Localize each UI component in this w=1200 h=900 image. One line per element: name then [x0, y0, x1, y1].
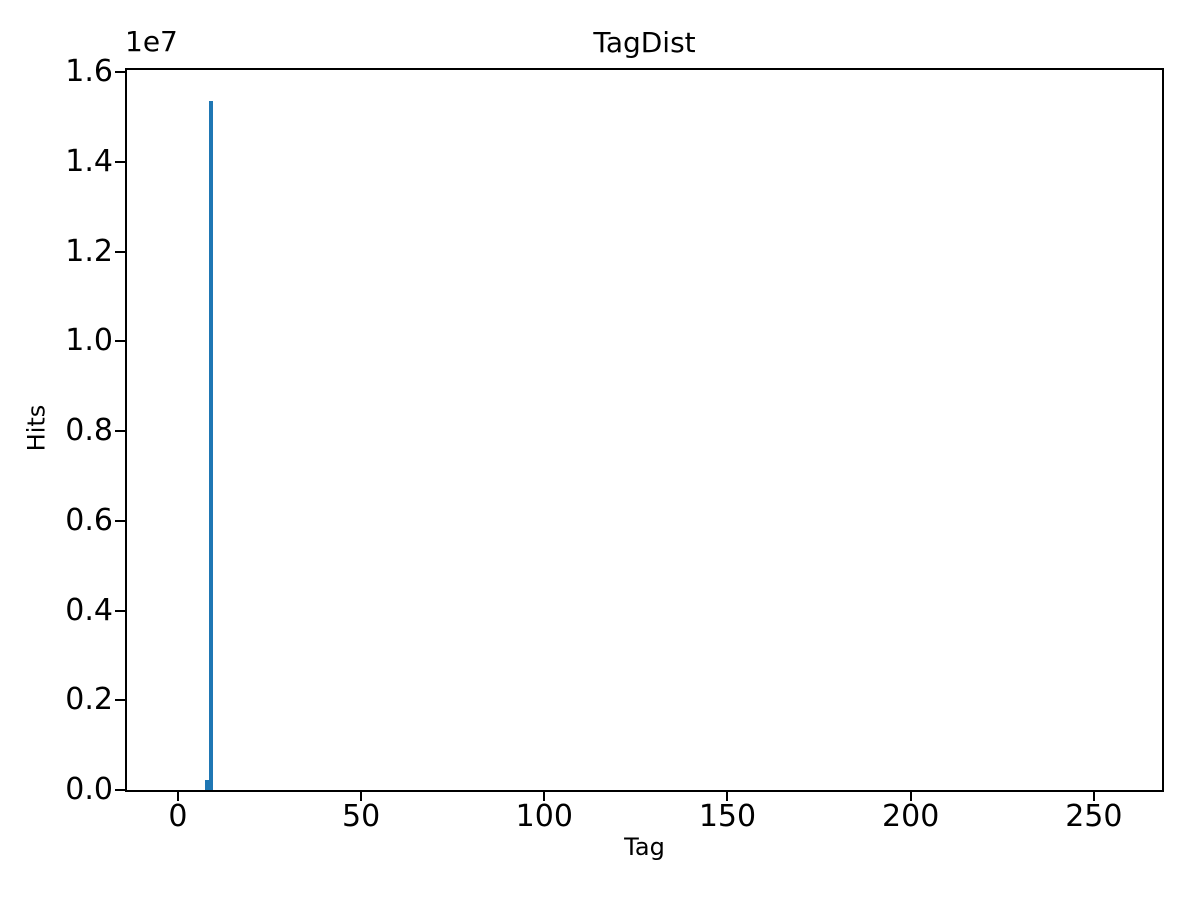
x-tick-label: 250 [1065, 799, 1123, 834]
y-tick-mark [115, 609, 125, 612]
y-tick-mark [115, 340, 125, 343]
y-axis-label: Hits [22, 404, 51, 452]
y-tick-label: 0.8 [65, 413, 113, 448]
x-axis-label: Tag [624, 833, 665, 861]
y-tick-label: 0.0 [65, 772, 113, 807]
y-tick-label: 1.6 [65, 54, 113, 90]
x-tick-label: 50 [342, 799, 381, 834]
y-tick-mark [115, 250, 125, 253]
y-tick-mark [115, 699, 125, 702]
x-tick-mark [909, 792, 912, 801]
x-tick-mark [726, 792, 729, 801]
y-tick-mark [115, 430, 125, 432]
y-tick-label: 1.2 [65, 233, 113, 269]
y-tick-label: 0.6 [65, 502, 113, 538]
chart-title: TagDist [593, 26, 696, 59]
bars-layer [127, 70, 1162, 790]
y-tick-label: 0.4 [65, 592, 113, 628]
y-tick-mark [115, 519, 125, 522]
histogram-bar [205, 780, 210, 790]
y-tick-label: 0.2 [65, 682, 113, 718]
plot-area [125, 68, 1164, 792]
y-tick-label: 1.0 [65, 323, 113, 359]
x-tick-mark [360, 792, 363, 801]
x-tick-label: 0 [168, 799, 188, 834]
x-tick-label: 150 [698, 799, 757, 834]
x-tick-label: 200 [882, 799, 940, 834]
y-axis-offset-text: 1e7 [125, 25, 178, 58]
y-tick-mark [115, 71, 125, 74]
x-tick-mark [1092, 792, 1095, 801]
y-tick-mark [115, 789, 125, 791]
y-tick-mark [115, 160, 125, 163]
x-tick-mark [176, 792, 179, 801]
x-tick-mark [543, 792, 546, 801]
x-tick-label: 100 [515, 799, 573, 834]
histogram-bar [209, 101, 213, 790]
y-tick-label: 1.4 [65, 143, 113, 179]
